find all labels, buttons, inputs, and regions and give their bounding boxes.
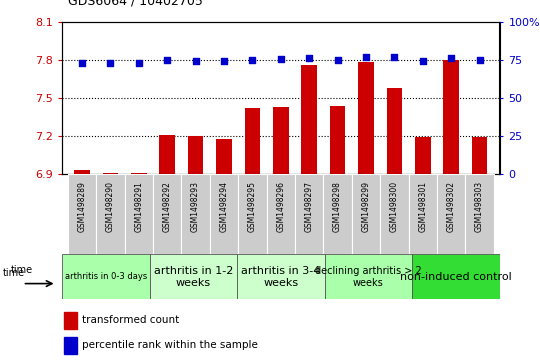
Bar (387, 88, 402, 174)
Text: GSM1498302: GSM1498302 (447, 181, 456, 232)
Text: time: time (3, 268, 25, 278)
Bar (62, 254, 150, 299)
Point (333, 57, 342, 62)
Point (220, 58, 228, 64)
Text: GDS6064 / 10402705: GDS6064 / 10402705 (68, 0, 202, 7)
Text: arthritis in 1-2
weeks: arthritis in 1-2 weeks (154, 266, 233, 287)
Text: GSM1498293: GSM1498293 (191, 181, 200, 232)
Text: GSM1498290: GSM1498290 (106, 181, 115, 232)
Bar (188, 136, 204, 174)
Bar (245, 108, 260, 174)
Text: GSM1498289: GSM1498289 (77, 181, 86, 232)
Bar (412, 254, 500, 299)
Bar (301, 65, 317, 174)
Bar (150, 254, 237, 299)
Text: GSM1498300: GSM1498300 (390, 181, 399, 232)
Bar (437, 174, 465, 254)
Point (418, 58, 427, 64)
Bar (295, 174, 323, 254)
Text: GSM1498301: GSM1498301 (418, 181, 427, 232)
Point (248, 57, 256, 62)
Bar (237, 254, 325, 299)
Bar (415, 137, 430, 174)
Point (106, 60, 114, 66)
Text: declining arthritis > 2
weeks: declining arthritis > 2 weeks (315, 266, 422, 287)
Text: GSM1498296: GSM1498296 (276, 181, 285, 232)
Bar (125, 174, 153, 254)
Bar (323, 174, 352, 254)
Text: GSM1498297: GSM1498297 (305, 181, 314, 232)
Text: arthritis in 3-4
weeks: arthritis in 3-4 weeks (241, 266, 320, 287)
Point (163, 57, 172, 63)
Bar (216, 139, 232, 174)
Point (447, 55, 456, 61)
Point (305, 55, 314, 61)
Point (134, 60, 143, 66)
Bar (96, 174, 125, 254)
Text: GSM1498295: GSM1498295 (248, 181, 257, 232)
Bar (380, 174, 409, 254)
Point (390, 54, 399, 60)
Bar (409, 174, 437, 254)
Bar (74, 171, 90, 174)
Bar (330, 106, 346, 174)
Bar (352, 174, 380, 254)
Bar (68, 174, 96, 254)
Bar (267, 174, 295, 254)
Bar (64, 337, 77, 354)
Text: GSM1498291: GSM1498291 (134, 181, 143, 232)
Bar (210, 174, 238, 254)
Point (362, 54, 370, 60)
Text: GSM1498292: GSM1498292 (163, 181, 172, 232)
Text: transformed count: transformed count (82, 315, 179, 325)
Text: GSM1498303: GSM1498303 (475, 181, 484, 232)
Bar (238, 174, 267, 254)
Bar (153, 174, 181, 254)
Text: arthritis in 0-3 days: arthritis in 0-3 days (65, 272, 147, 281)
Bar (472, 137, 488, 174)
Text: time: time (11, 265, 33, 275)
Text: GSM1498298: GSM1498298 (333, 181, 342, 232)
Bar (131, 173, 146, 174)
Bar (103, 173, 118, 174)
Point (475, 57, 484, 63)
Text: GSM1498294: GSM1498294 (219, 181, 228, 232)
Text: non-induced control: non-induced control (400, 272, 511, 282)
Bar (159, 135, 175, 174)
Bar (443, 60, 459, 174)
Bar (181, 174, 210, 254)
Point (78, 60, 86, 66)
Point (276, 56, 285, 61)
Point (191, 58, 200, 64)
Bar (465, 174, 494, 254)
Text: GSM1498299: GSM1498299 (361, 181, 370, 232)
Bar (358, 62, 374, 174)
Bar (325, 254, 412, 299)
Text: percentile rank within the sample: percentile rank within the sample (82, 340, 258, 350)
Bar (64, 312, 77, 329)
Bar (273, 107, 288, 174)
